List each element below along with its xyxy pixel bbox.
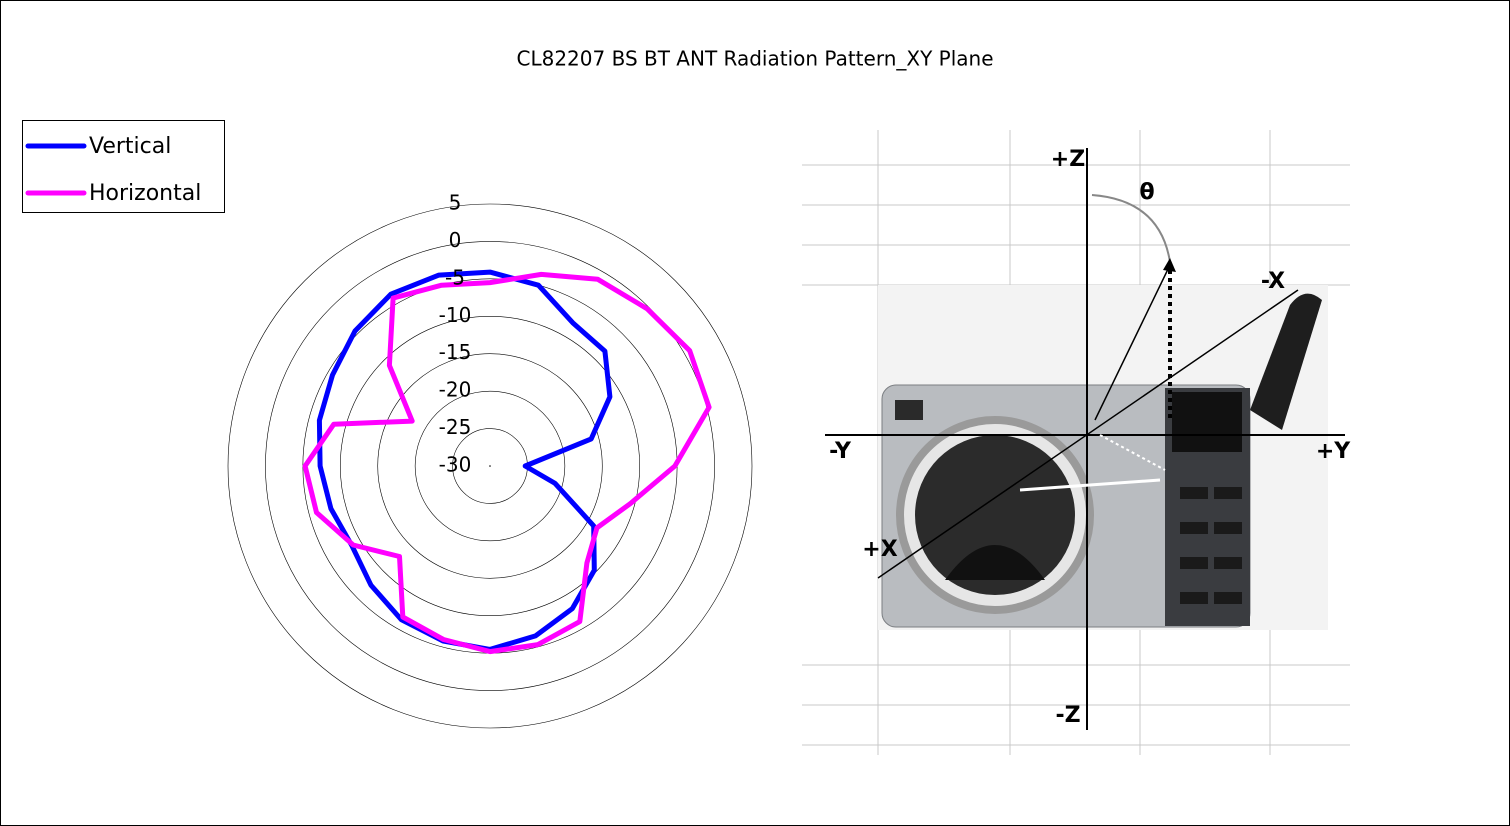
legend-label: Horizontal xyxy=(89,181,201,206)
logo xyxy=(895,400,923,420)
axis-label: +X xyxy=(862,537,897,562)
r-tick-label: 5 xyxy=(449,191,462,215)
r-tick-label: -20 xyxy=(439,378,472,402)
r-tick-label: 0 xyxy=(449,228,462,252)
angle-label: θ xyxy=(1139,180,1154,205)
axis-label: -X xyxy=(1261,269,1285,294)
legend-label: Vertical xyxy=(89,134,171,159)
r-tick-label: -30 xyxy=(439,453,472,477)
axis-label: +Z xyxy=(1051,147,1085,172)
r-tick-label: -5 xyxy=(445,265,465,289)
axis-label: -Z xyxy=(1055,703,1080,728)
r-tick-label: -10 xyxy=(439,303,472,327)
axis-label: -Y xyxy=(829,439,852,464)
chart-title: CL82207 BS BT ANT Radiation Pattern_XY P… xyxy=(517,47,994,71)
r-tick-label: -15 xyxy=(439,340,472,364)
grid-ring xyxy=(489,465,491,467)
display xyxy=(1172,392,1242,452)
chart: CL82207 BS BT ANT Radiation Pattern_XY P… xyxy=(0,0,1510,826)
r-tick-label: -25 xyxy=(439,415,472,439)
axis-label: +Y xyxy=(1316,439,1351,464)
page: CL82207 BS BT ANT Radiation Pattern_XY P… xyxy=(0,0,1510,826)
